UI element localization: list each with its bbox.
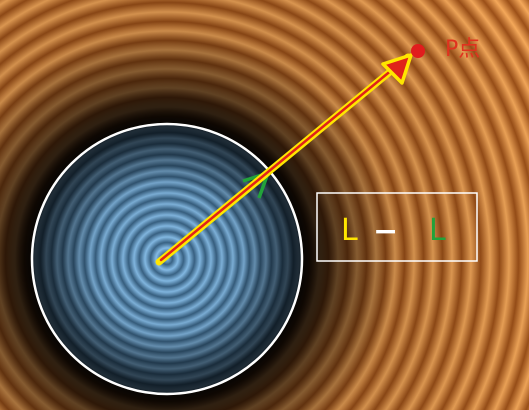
- point-p-marker: [411, 44, 425, 58]
- point-p-label: P点: [445, 37, 480, 62]
- legend-operator: −: [373, 214, 398, 249]
- legend-left-symbol: L: [341, 213, 358, 248]
- legend-right-symbol: L: [429, 213, 446, 248]
